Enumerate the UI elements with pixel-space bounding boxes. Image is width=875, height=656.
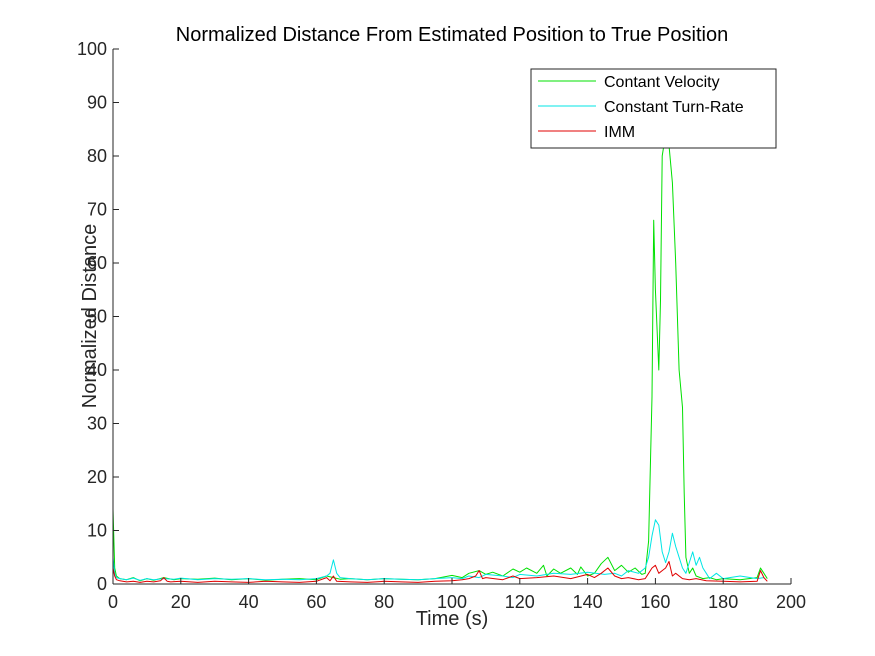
legend: Contant Velocity Constant Turn-Rate IMM: [530, 68, 777, 149]
x-tick-label: 60: [306, 592, 326, 612]
series-line-2: [112, 519, 764, 581]
series-line-3: [112, 561, 768, 583]
y-tick-label: 70: [87, 200, 107, 220]
x-tick-label: 100: [437, 592, 467, 612]
y-tick-label: 30: [87, 414, 107, 434]
x-axis-label: Time (s): [416, 608, 489, 630]
y-axis-label: Normalized Distance: [79, 224, 101, 409]
series-layer: [112, 134, 768, 583]
x-tick-label: 160: [640, 592, 670, 612]
legend-label: IMM: [604, 124, 635, 141]
y-tick-label: 100: [77, 39, 107, 59]
chart-title: Normalized Distance From Estimated Posit…: [176, 24, 728, 46]
legend-items: Contant Velocity Constant Turn-Rate IMM: [538, 74, 744, 141]
y-tick-label: 40: [87, 360, 107, 380]
y-tick-label: 60: [87, 253, 107, 273]
x-tick-label: 180: [708, 592, 738, 612]
y-tick-label: 90: [87, 93, 107, 113]
x-tick-label: 120: [505, 592, 535, 612]
x-tick-label: 140: [573, 592, 603, 612]
x-axis-ticks: 0 20 40 60 80 100 120 140 160 180 200: [108, 578, 806, 612]
x-tick-label: 0: [108, 592, 118, 612]
legend-box: [530, 68, 777, 149]
y-tick-label: 10: [87, 521, 107, 541]
y-tick-label: 80: [87, 146, 107, 166]
legend-label: Contant Velocity: [604, 74, 720, 91]
x-tick-label: 40: [239, 592, 259, 612]
y-axis-ticks: 0 10 20 30 40 50 60 70 80 90 100: [77, 39, 119, 594]
x-tick-label: 200: [776, 592, 806, 612]
y-tick-label: 50: [87, 307, 107, 327]
x-tick-label: 80: [374, 592, 394, 612]
y-tick-label: 20: [87, 467, 107, 487]
legend-label: Constant Turn-Rate: [604, 99, 744, 116]
y-tick-label: 0: [97, 574, 107, 594]
x-tick-label: 20: [171, 592, 191, 612]
